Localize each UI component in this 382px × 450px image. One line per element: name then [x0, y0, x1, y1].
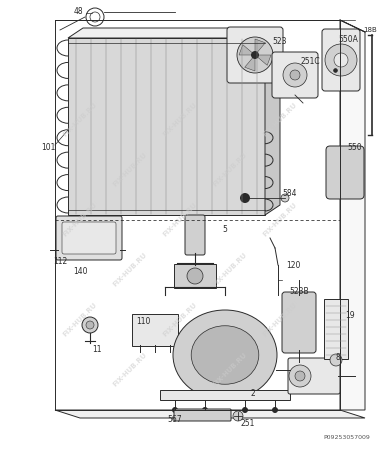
Text: FIX-HUB.RU: FIX-HUB.RU: [62, 202, 98, 238]
Circle shape: [202, 407, 208, 413]
Text: FIX-HUB.RU: FIX-HUB.RU: [62, 102, 98, 138]
Text: FIX-HUB.RU: FIX-HUB.RU: [112, 252, 148, 288]
Text: FIX-HUB.RU: FIX-HUB.RU: [262, 302, 298, 338]
Text: P09253057009: P09253057009: [323, 435, 370, 440]
Polygon shape: [340, 20, 365, 410]
FancyBboxPatch shape: [322, 29, 360, 91]
Text: FIX-HUB.RU: FIX-HUB.RU: [162, 302, 198, 338]
Polygon shape: [239, 45, 255, 55]
Text: FIX-HUB.RU: FIX-HUB.RU: [212, 352, 248, 388]
Circle shape: [240, 193, 250, 203]
Polygon shape: [160, 390, 290, 400]
Polygon shape: [68, 28, 280, 38]
Text: 523: 523: [273, 37, 287, 46]
Circle shape: [233, 411, 243, 421]
Text: FIX-HUB.RU: FIX-HUB.RU: [162, 202, 198, 238]
Text: FIX-HUB.RU: FIX-HUB.RU: [112, 152, 148, 188]
FancyBboxPatch shape: [174, 264, 216, 288]
Text: 523B: 523B: [289, 287, 309, 296]
Circle shape: [187, 268, 203, 284]
Text: FIX-HUB.RU: FIX-HUB.RU: [212, 152, 248, 188]
Text: FIX-HUB.RU: FIX-HUB.RU: [262, 202, 298, 238]
Text: 120: 120: [286, 261, 300, 270]
Circle shape: [295, 371, 305, 381]
FancyBboxPatch shape: [227, 27, 283, 83]
Text: 567: 567: [168, 415, 182, 424]
Ellipse shape: [191, 326, 259, 384]
Text: 140: 140: [73, 267, 87, 276]
FancyBboxPatch shape: [56, 216, 122, 260]
Text: 550: 550: [348, 144, 362, 153]
Circle shape: [242, 407, 248, 413]
Circle shape: [172, 407, 178, 413]
Text: 18B: 18B: [363, 27, 377, 33]
FancyBboxPatch shape: [288, 358, 340, 394]
Text: 112: 112: [53, 257, 67, 266]
Circle shape: [86, 321, 94, 329]
FancyBboxPatch shape: [272, 52, 318, 98]
Text: 251: 251: [241, 418, 255, 427]
Polygon shape: [55, 410, 365, 418]
Circle shape: [281, 194, 289, 202]
Text: FIX-HUB.RU: FIX-HUB.RU: [212, 252, 248, 288]
Circle shape: [251, 51, 259, 59]
Circle shape: [289, 365, 311, 387]
FancyBboxPatch shape: [185, 215, 205, 255]
Text: FIX-HUB.RU: FIX-HUB.RU: [262, 102, 298, 138]
FancyBboxPatch shape: [282, 292, 316, 353]
Polygon shape: [255, 39, 265, 55]
Text: 5: 5: [223, 225, 227, 234]
Circle shape: [237, 37, 273, 73]
Circle shape: [325, 44, 357, 76]
Text: 101: 101: [41, 144, 55, 153]
FancyBboxPatch shape: [174, 409, 231, 421]
Text: 19: 19: [345, 310, 355, 320]
FancyBboxPatch shape: [62, 222, 116, 254]
Text: 584: 584: [283, 189, 297, 198]
Polygon shape: [68, 38, 265, 215]
Text: 550A: 550A: [338, 36, 358, 45]
Text: FIX-HUB.RU: FIX-HUB.RU: [62, 302, 98, 338]
Circle shape: [334, 53, 348, 67]
FancyBboxPatch shape: [326, 146, 364, 199]
Text: 8: 8: [336, 354, 340, 363]
Circle shape: [283, 63, 307, 87]
Text: 251C: 251C: [300, 58, 320, 67]
Circle shape: [330, 354, 342, 366]
Circle shape: [290, 70, 300, 80]
Text: 11: 11: [92, 346, 102, 355]
Circle shape: [272, 407, 278, 413]
Ellipse shape: [173, 310, 277, 400]
Text: FIX-HUB.RU: FIX-HUB.RU: [112, 352, 148, 388]
Polygon shape: [255, 55, 271, 65]
FancyBboxPatch shape: [132, 314, 178, 346]
Text: 2: 2: [251, 388, 256, 397]
Circle shape: [82, 317, 98, 333]
Polygon shape: [245, 55, 255, 71]
Text: FIX-HUB.RU: FIX-HUB.RU: [162, 102, 198, 138]
Text: 110: 110: [136, 318, 150, 327]
Polygon shape: [265, 28, 280, 215]
FancyBboxPatch shape: [324, 299, 348, 359]
Text: 48: 48: [73, 8, 83, 17]
